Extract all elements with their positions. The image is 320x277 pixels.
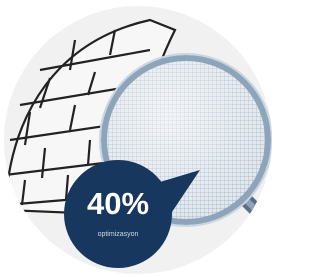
badge-caption: optimizasyon <box>98 231 139 238</box>
badge-value: 40% <box>87 186 149 221</box>
scene: 40% optimizasyon <box>0 0 275 277</box>
illustration: 40% optimizasyon <box>0 0 275 277</box>
page: 40% optimizasyon (() => { const data = J… <box>0 0 275 277</box>
